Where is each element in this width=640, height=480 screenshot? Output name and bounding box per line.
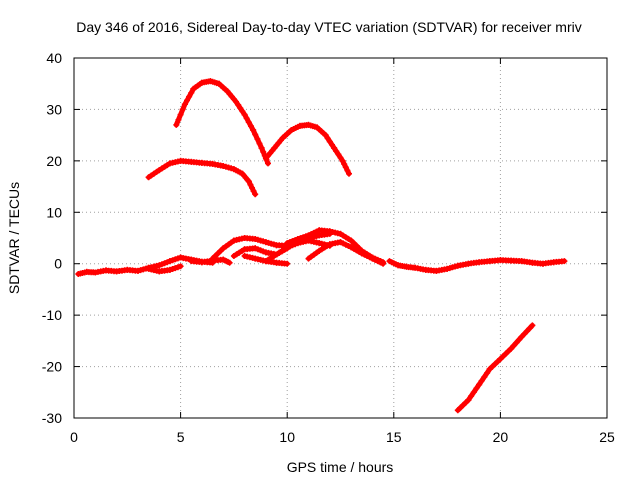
data-point-arc-peak-35 xyxy=(233,98,239,105)
y-tick-label: -20 xyxy=(42,359,62,375)
y-tick-label: -10 xyxy=(42,307,62,323)
data-point-arc-20 xyxy=(252,191,259,198)
data-point-arc-peak-27 xyxy=(326,138,333,145)
data-point-arc-peak-35 xyxy=(237,105,244,112)
data-point-arc-peak-35 xyxy=(177,111,184,118)
x-tick-label: 20 xyxy=(493,429,509,445)
data-point-arc-peak-35 xyxy=(254,136,261,142)
data-point-arc-20 xyxy=(249,184,255,191)
x-tick-label: 5 xyxy=(177,429,185,445)
data-point-baseline-left-lower xyxy=(177,263,184,270)
y-tick-label: 10 xyxy=(46,204,62,220)
y-axis-label: SDTVAR / TECUs xyxy=(6,182,22,294)
data-point-arc-peak-27 xyxy=(346,170,352,177)
data-point-arc-peak-35 xyxy=(175,116,182,123)
x-tick-label: 0 xyxy=(70,429,78,445)
data-point-arc-peak-35 xyxy=(252,131,259,138)
y-tick-label: -30 xyxy=(42,410,62,426)
data-point-arc-peak-27 xyxy=(333,148,340,155)
axis-ticks: 0 5 10 15 20 25 -30 -20 -10 0 10 20 30 40 xyxy=(42,50,615,445)
data-point-arc-peak-27 xyxy=(341,161,348,168)
data-point-arc-peak-35 xyxy=(181,101,188,108)
data-point-hump-c xyxy=(284,260,291,267)
data-point-arc-peak-35 xyxy=(258,145,265,151)
y-tick-label: 20 xyxy=(46,153,62,169)
data-point-arc-peak-35 xyxy=(188,89,195,96)
y-tick-label: 30 xyxy=(46,101,62,117)
data-point-arc-peak-27 xyxy=(339,157,346,164)
data-point-arc-peak-35 xyxy=(235,101,242,108)
data-point-arc-peak-27 xyxy=(337,154,344,161)
data-point-arc-peak-35 xyxy=(248,123,254,130)
data-point-arc-peak-35 xyxy=(243,115,250,122)
data-point-descending-line xyxy=(473,385,480,392)
data-point-descending-line xyxy=(465,397,472,403)
y-tick-label: 0 xyxy=(54,256,62,272)
data-point-hump-f xyxy=(326,242,333,249)
data-point-baseline-right xyxy=(561,258,568,265)
data-point-arc-peak-27 xyxy=(342,164,349,171)
data-point-arc-peak-35 xyxy=(241,111,248,118)
data-point-descending-line xyxy=(468,393,475,400)
data-point-descending-line xyxy=(481,373,488,380)
data-point-arc-peak-27 xyxy=(322,132,329,139)
data-point-descending-line xyxy=(484,370,491,376)
data-point-arc-peak-35 xyxy=(186,93,193,100)
data-point-baseline-mid xyxy=(226,259,233,266)
data-point-arc-peak-35 xyxy=(239,108,246,115)
data-point-descending-line xyxy=(529,322,536,329)
data-point-descending-line xyxy=(478,377,485,384)
data-point-arc-peak-35 xyxy=(260,148,267,155)
data-point-arc-20 xyxy=(250,188,257,195)
y-tick-label: 40 xyxy=(46,50,62,66)
plot-border xyxy=(73,57,608,419)
data-point-arc-peak-35 xyxy=(173,121,180,128)
chart-title: Day 346 of 2016, Sidereal Day-to-day VTE… xyxy=(76,19,581,35)
x-tick-label: 10 xyxy=(279,429,295,445)
data-point-arc-peak-35 xyxy=(179,106,186,113)
data-point-arc-peak-27 xyxy=(335,151,342,158)
data-point-descending-line xyxy=(476,381,483,388)
data-point-arc-peak-35 xyxy=(184,97,190,104)
data-series xyxy=(75,78,568,414)
x-tick-label: 25 xyxy=(599,429,615,445)
data-point-descending-line xyxy=(470,389,477,396)
x-axis-label: GPS time / hours xyxy=(287,459,394,475)
data-point-arc-peak-35 xyxy=(250,127,257,133)
data-point-arc-peak-35 xyxy=(245,119,252,126)
data-point-arc-20 xyxy=(247,181,254,188)
data-point-arc-peak-27 xyxy=(331,145,338,151)
data-point-arc-peak-27 xyxy=(324,135,331,142)
data-point-arc-peak-27 xyxy=(344,167,351,174)
data-point-hump-e xyxy=(380,260,387,267)
data-point-arc-peak-35 xyxy=(256,140,263,147)
data-point-arc-20 xyxy=(245,178,252,185)
x-tick-label: 15 xyxy=(386,429,402,445)
grid xyxy=(74,58,607,418)
data-point-arc-peak-35 xyxy=(265,160,271,167)
data-point-arc-peak-27 xyxy=(329,141,335,148)
